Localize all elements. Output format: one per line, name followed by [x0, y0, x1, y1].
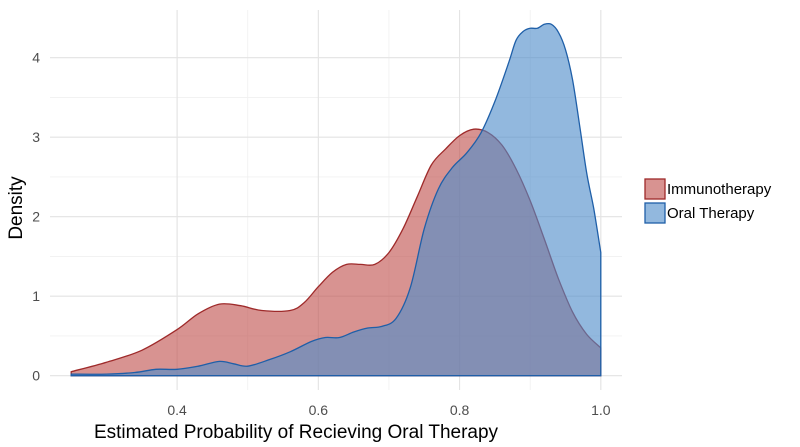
y-tick-label: 1 — [32, 288, 40, 304]
y-tick-label: 2 — [32, 209, 40, 225]
x-tick-label: 1.0 — [591, 402, 611, 418]
x-tick-label: 0.4 — [167, 402, 187, 418]
y-axis-ticks: 0 1 2 3 4 — [32, 50, 40, 384]
x-axis-title: Estimated Probability of Recieving Oral … — [94, 422, 499, 443]
legend-swatch-oral-therapy — [644, 202, 666, 224]
legend: Immunotherapy Oral Therapy — [644, 178, 772, 224]
x-axis-ticks: 0.4 0.6 0.8 1.0 — [167, 402, 610, 418]
y-tick-label: 4 — [32, 50, 40, 66]
density-area-oral-therapy — [70, 22, 602, 377]
x-tick-label: 0.6 — [309, 402, 329, 418]
density-areas — [70, 22, 602, 377]
legend-label-immunotherapy: Immunotherapy — [667, 181, 772, 198]
y-axis-title: Density — [6, 176, 27, 240]
x-tick-label: 0.8 — [450, 402, 470, 418]
legend-swatch-immunotherapy — [644, 178, 666, 200]
legend-label-oral-therapy: Oral Therapy — [667, 205, 755, 222]
y-tick-label: 3 — [32, 129, 40, 145]
y-tick-label: 0 — [32, 368, 40, 384]
